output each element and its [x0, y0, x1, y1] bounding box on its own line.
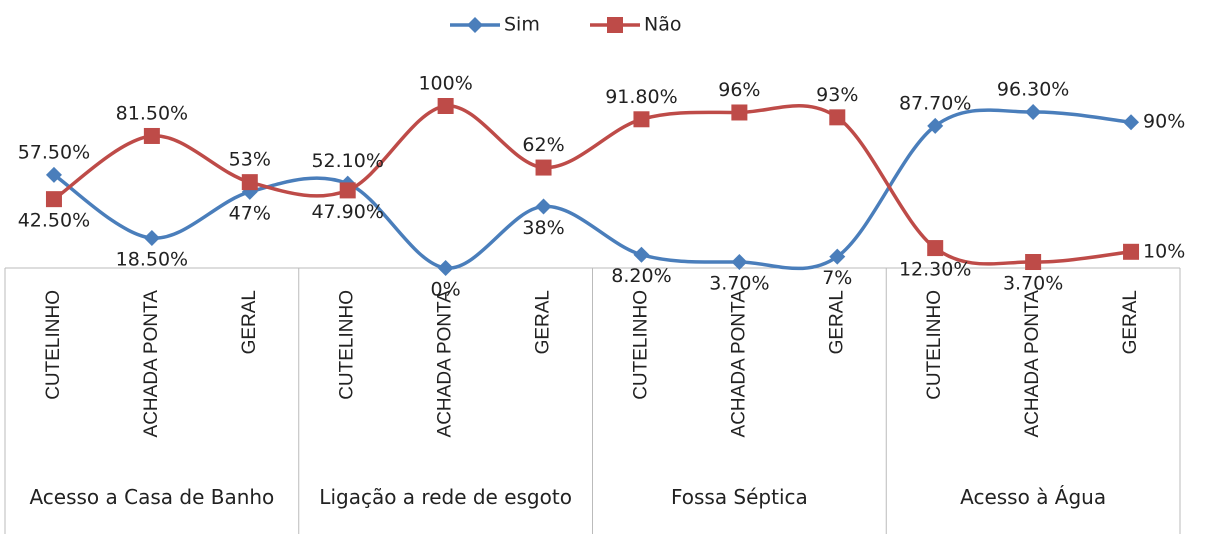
data-label: 52.10% [311, 150, 383, 172]
data-label: 93% [816, 84, 858, 106]
data-label: 42.50% [18, 210, 90, 232]
data-label: 47.90% [311, 201, 383, 223]
marker [1025, 254, 1042, 271]
marker [467, 17, 483, 33]
data-label: 0% [431, 279, 461, 301]
group-label: Acesso à Água [960, 485, 1107, 509]
data-label: 87.70% [899, 92, 971, 114]
x-tick-label: GERAL [826, 290, 847, 354]
x-tick-label: CUTELINHO [337, 290, 358, 400]
data-label: 8.20% [611, 265, 671, 287]
marker [437, 260, 454, 276]
marker [45, 166, 62, 183]
data-label: 38% [522, 217, 564, 239]
x-tick-label: GERAL [239, 290, 260, 354]
legend-label: Sim [504, 14, 540, 36]
data-label: 62% [522, 134, 564, 156]
marker [633, 111, 650, 128]
data-label: 53% [229, 149, 271, 171]
data-label: 7% [822, 267, 852, 289]
x-tick-label: ACHADA PONTA [141, 290, 162, 438]
data-label: 47% [229, 202, 271, 224]
data-label: 3.70% [709, 273, 769, 295]
x-tick-label: GERAL [1120, 290, 1141, 354]
group-label: Ligação a rede de esgoto [319, 485, 572, 509]
line [52, 104, 1132, 266]
data-label: 96% [718, 79, 760, 101]
x-tick-label: ACHADA PONTA [1022, 290, 1043, 438]
marker [607, 17, 623, 33]
data-label: 96.30% [997, 78, 1069, 100]
x-tick-label: ACHADA PONTA [728, 290, 749, 438]
marker [45, 191, 62, 208]
x-tick-label: CUTELINHO [630, 290, 651, 400]
marker [241, 174, 258, 191]
x-tick-label: GERAL [533, 290, 554, 354]
marker [927, 240, 944, 257]
data-label: 57.50% [18, 141, 90, 163]
marker [1025, 103, 1042, 120]
data-label: 100% [418, 73, 472, 95]
data-label: 91.80% [605, 86, 677, 108]
legend-label: Não [644, 14, 681, 36]
marker [1123, 114, 1140, 131]
group-label: Acesso a Casa de Banho [29, 485, 275, 509]
marker [339, 182, 356, 199]
marker [731, 104, 748, 121]
data-label: 12.30% [899, 259, 971, 281]
marker [535, 159, 552, 176]
data-label: 3.70% [1003, 273, 1063, 295]
x-tick-label: ACHADA PONTA [435, 290, 456, 438]
group-label: Fossa Séptica [670, 485, 808, 509]
marker [143, 230, 160, 247]
marker [829, 109, 846, 126]
marker [829, 248, 846, 265]
marker [437, 98, 454, 114]
data-label: 81.50% [116, 102, 188, 124]
marker [535, 198, 552, 215]
data-label: 18.50% [116, 249, 188, 271]
marker [927, 117, 944, 134]
data-label: 90% [1143, 111, 1185, 133]
marker [731, 254, 748, 271]
x-tick-label: CUTELINHO [43, 290, 64, 400]
line [52, 108, 1132, 271]
marker [143, 127, 160, 144]
marker [633, 246, 650, 263]
x-tick-label: CUTELINHO [924, 290, 945, 400]
marker [1123, 243, 1140, 260]
data-label: 10% [1143, 240, 1185, 262]
